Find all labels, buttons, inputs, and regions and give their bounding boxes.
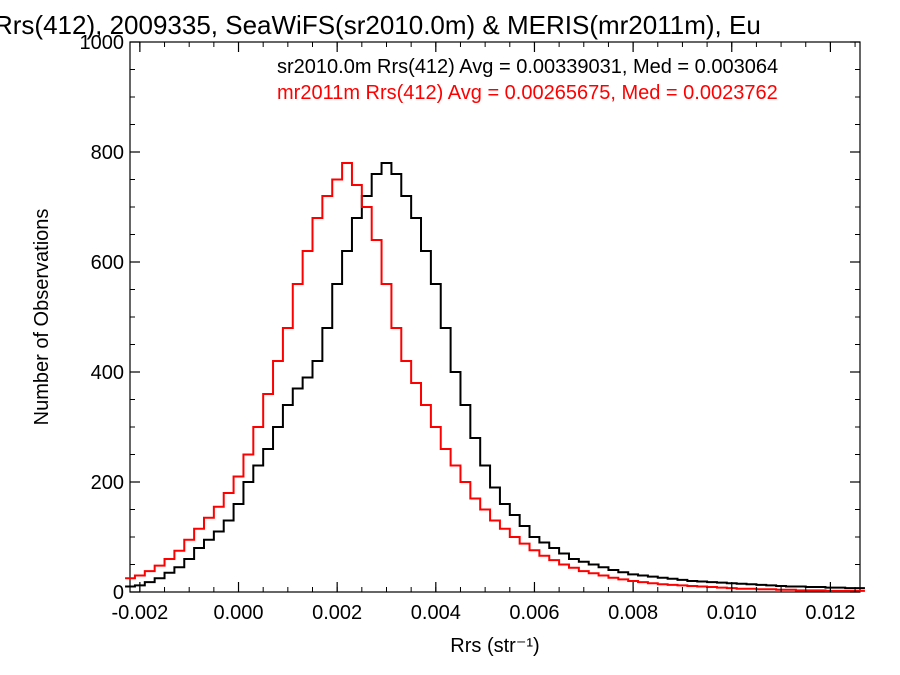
y-tick-label: 800	[91, 142, 124, 164]
series-line-2	[125, 162, 865, 592]
axis-layer: -0.002 0.000 0.002 0.004 0.006 0.008 0.010 0.01…	[80, 32, 860, 624]
y-tick-label: 600	[91, 252, 124, 274]
legend-label-mr2011m: mr2011m Rrs(412) Avg = 0.00265675, Med =…	[277, 82, 778, 104]
series-layer	[125, 162, 865, 592]
chart-title: Rrs(412), 2009335, SeaWiFS(sr2010.0m) & …	[0, 10, 761, 40]
x-tick-label: -0.002	[112, 602, 169, 624]
x-tick-label: 0.002	[312, 602, 362, 624]
x-tick-label: 0.010	[707, 602, 757, 624]
series-line-1	[125, 162, 865, 590]
y-axis-label: Number of Observations	[31, 209, 53, 426]
y-tick-label: 1000	[80, 32, 125, 54]
y-tick-label: 400	[91, 362, 124, 384]
x-tick-label: 0.000	[213, 602, 263, 624]
x-tick-label: 0.004	[411, 602, 461, 624]
plot-frame	[129, 41, 861, 593]
x-tick-label: 0.012	[805, 602, 855, 624]
x-axis-label: Rrs (str⁻¹)	[450, 635, 539, 657]
y-tick-label: 0	[113, 582, 124, 604]
x-tick-label: 0.006	[509, 602, 559, 624]
x-tick-label: 0.008	[608, 602, 658, 624]
y-tick-label: 200	[91, 472, 124, 494]
legend-label-sr2010: sr2010.0m Rrs(412) Avg = 0.00339031, Med…	[277, 56, 778, 78]
